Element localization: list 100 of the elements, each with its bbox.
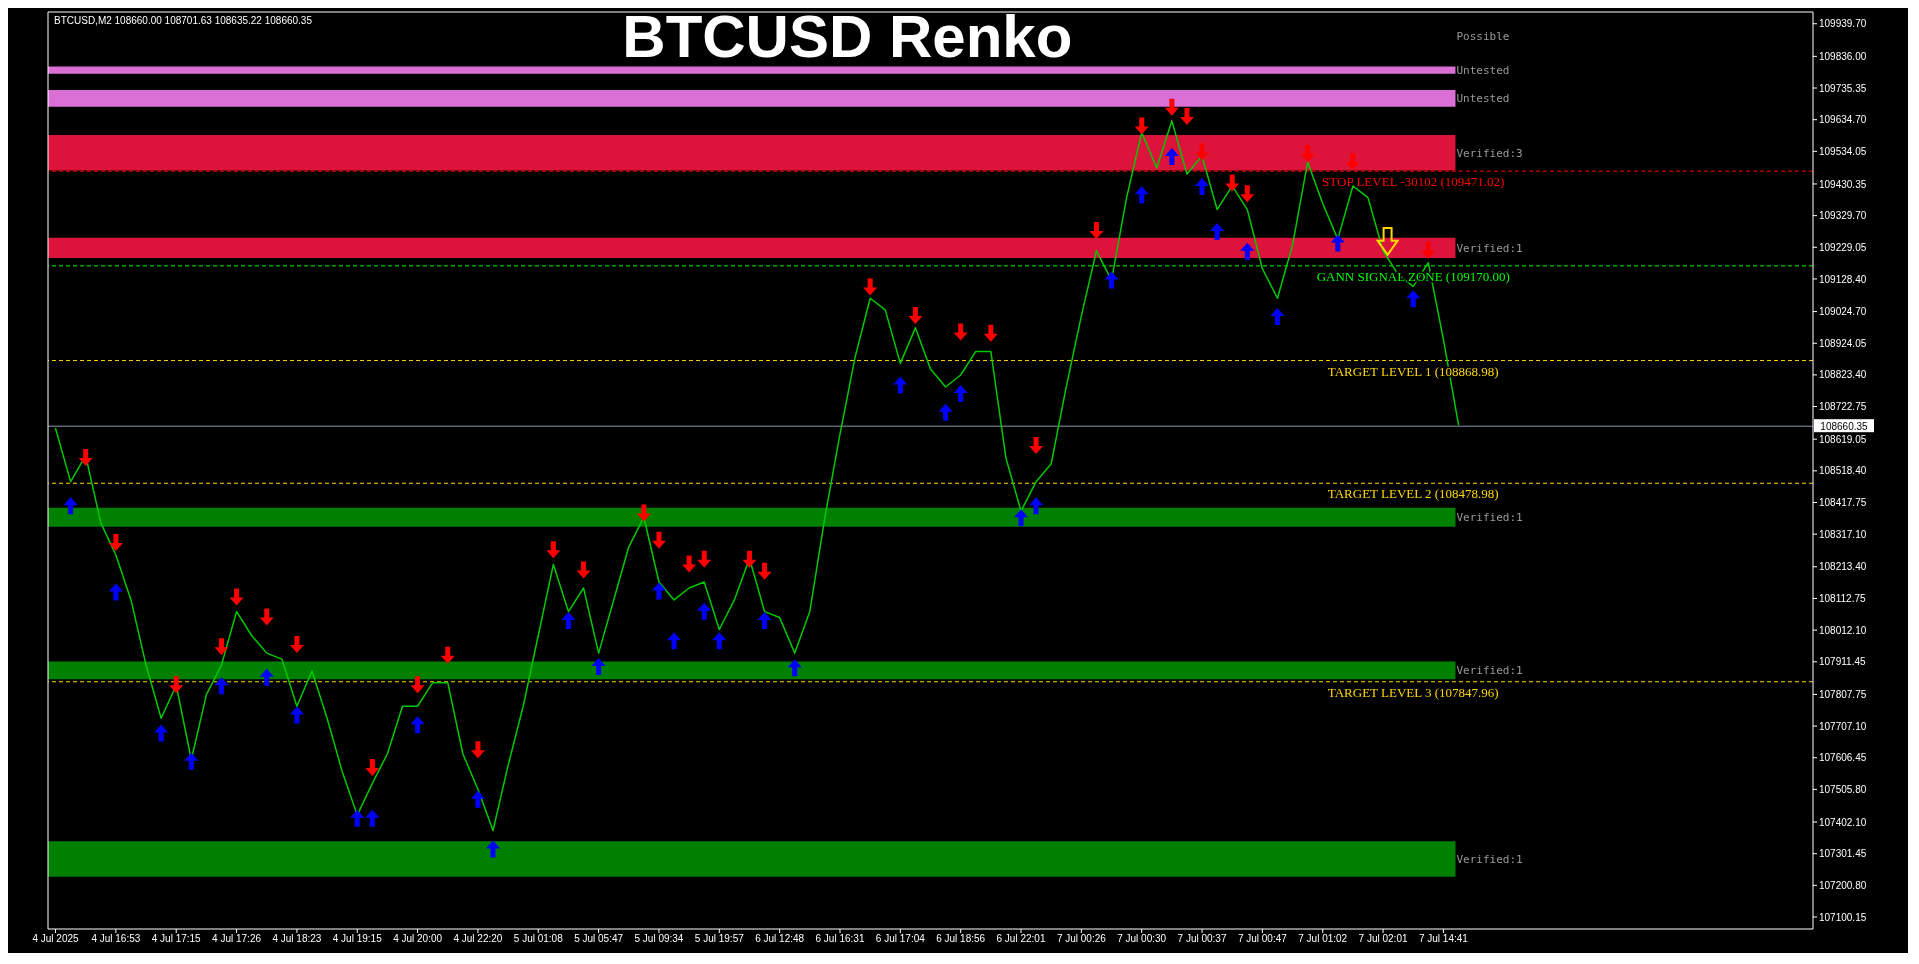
point (350, 809, 365, 827)
y-tick-label: 109939.70 (1819, 18, 1867, 30)
band-label: Verified:1 (1456, 511, 1523, 525)
point (1089, 221, 1104, 239)
band-label: Verified:3 (1456, 146, 1523, 160)
point (259, 608, 274, 626)
x-tick-label: 7 Jul 00:37 (1177, 933, 1227, 945)
point (410, 676, 425, 694)
point (1421, 241, 1436, 259)
point (108, 583, 123, 601)
point (576, 561, 591, 579)
point (1210, 222, 1225, 240)
band-label: Untested (1456, 92, 1510, 106)
point (787, 659, 802, 677)
y-tick-label: 108417.75 (1819, 497, 1867, 509)
x-tick-label: 4 Jul 18:23 (272, 933, 322, 945)
x-tick-label: 4 Jul 19:15 (332, 933, 383, 945)
point (742, 550, 757, 568)
ref-line-label: TARGET LEVEL 3 (107847.96) (1327, 684, 1499, 700)
point (651, 582, 666, 600)
x-tick-label: 7 Jul 00:26 (1056, 933, 1107, 945)
annotation: BTCUSD,M2 108660.00 108701.63 108635.22 108660.35 (54, 15, 313, 26)
point (108, 534, 123, 552)
y-tick-label: 109229.05 (1819, 241, 1867, 253)
point (953, 384, 968, 402)
y-tick-label: 107911.45 (1819, 656, 1866, 668)
point (1029, 437, 1044, 455)
y-tick-label: 108317.10 (1819, 528, 1867, 540)
point (667, 632, 682, 650)
x-tick-label: 4 Jul 2025 (32, 933, 80, 945)
point (1014, 509, 1029, 527)
x-tick-label: 6 Jul 22:01 (996, 933, 1046, 945)
x-tick-label: 5 Jul 01:08 (513, 933, 564, 945)
y-tick-label: 109634.70 (1819, 114, 1867, 126)
point (651, 531, 666, 549)
ref-line-label: TARGET LEVEL 2 (108478.98) (1327, 486, 1499, 502)
y-tick-label: 109836.00 (1819, 50, 1867, 62)
y-tick-label: 108823.40 (1819, 369, 1867, 381)
x-tick-label: 6 Jul 16:31 (815, 933, 865, 945)
point (908, 306, 923, 324)
x-tick-label: 7 Jul 01:02 (1298, 933, 1348, 945)
point (78, 449, 93, 467)
point (893, 376, 908, 394)
y-tick-label: 107402.10 (1819, 816, 1867, 828)
point (1270, 307, 1285, 325)
y-tick-label: 109735.35 (1819, 82, 1867, 94)
x-tick-label: 4 Jul 17:15 (151, 933, 202, 945)
x-tick-label: 7 Jul 00:47 (1237, 933, 1288, 945)
y-tick-label: 108619.05 (1819, 433, 1867, 445)
point (1240, 185, 1255, 203)
point (1029, 497, 1044, 515)
x-tick-label: 4 Jul 22:20 (453, 933, 503, 945)
point (697, 550, 712, 568)
point (410, 716, 425, 734)
chart-title: BTCUSD Renko (622, 3, 1073, 70)
point (636, 504, 651, 522)
point (1164, 98, 1179, 116)
point (154, 724, 169, 742)
y-tick-label: 107301.45 (1819, 848, 1867, 860)
y-tick-label: 107606.45 (1819, 752, 1867, 764)
band-label: Verified:1 (1456, 664, 1523, 678)
x-tick-label: 7 Jul 14:41 (1418, 933, 1469, 945)
y-tick-label: 108722.75 (1819, 401, 1867, 413)
point (289, 635, 304, 653)
point (938, 403, 953, 421)
y-tick-label: 108012.10 (1819, 624, 1867, 636)
point (259, 668, 274, 686)
x-tick-label: 4 Jul 20:00 (393, 933, 443, 945)
y-tick-label: 107505.80 (1819, 783, 1867, 795)
point (1134, 186, 1149, 204)
point (289, 706, 304, 724)
point (1195, 143, 1210, 161)
x-tick-label: 4 Jul 16:53 (91, 933, 141, 945)
x-tick-label: 4 Jul 17:26 (212, 933, 262, 945)
point (983, 324, 998, 342)
point (486, 840, 501, 858)
point (1179, 108, 1194, 126)
point (1240, 242, 1255, 260)
point (1345, 153, 1360, 171)
point (757, 612, 772, 630)
y-tick-label: 107100.15 (1819, 911, 1867, 923)
point (863, 278, 878, 296)
y-tick-label: 109128.40 (1819, 273, 1867, 285)
ref-line-label: 108660.35 (1820, 420, 1869, 432)
point (1195, 177, 1210, 195)
y-tick-label: 107807.75 (1819, 688, 1867, 700)
x-tick-label: 5 Jul 05:47 (574, 933, 624, 945)
point (591, 658, 606, 676)
point (561, 612, 576, 630)
point (440, 646, 455, 664)
point (214, 677, 229, 695)
x-tick-label: 5 Jul 09:34 (634, 933, 684, 945)
x-tick-label: 7 Jul 00:30 (1117, 933, 1167, 945)
point (953, 323, 968, 341)
point (1104, 271, 1119, 289)
x-tick-label: 7 Jul 02:01 (1358, 933, 1408, 945)
y-tick-label: 108518.40 (1819, 465, 1867, 477)
point (712, 632, 727, 650)
point (546, 541, 561, 559)
point (1225, 174, 1240, 192)
